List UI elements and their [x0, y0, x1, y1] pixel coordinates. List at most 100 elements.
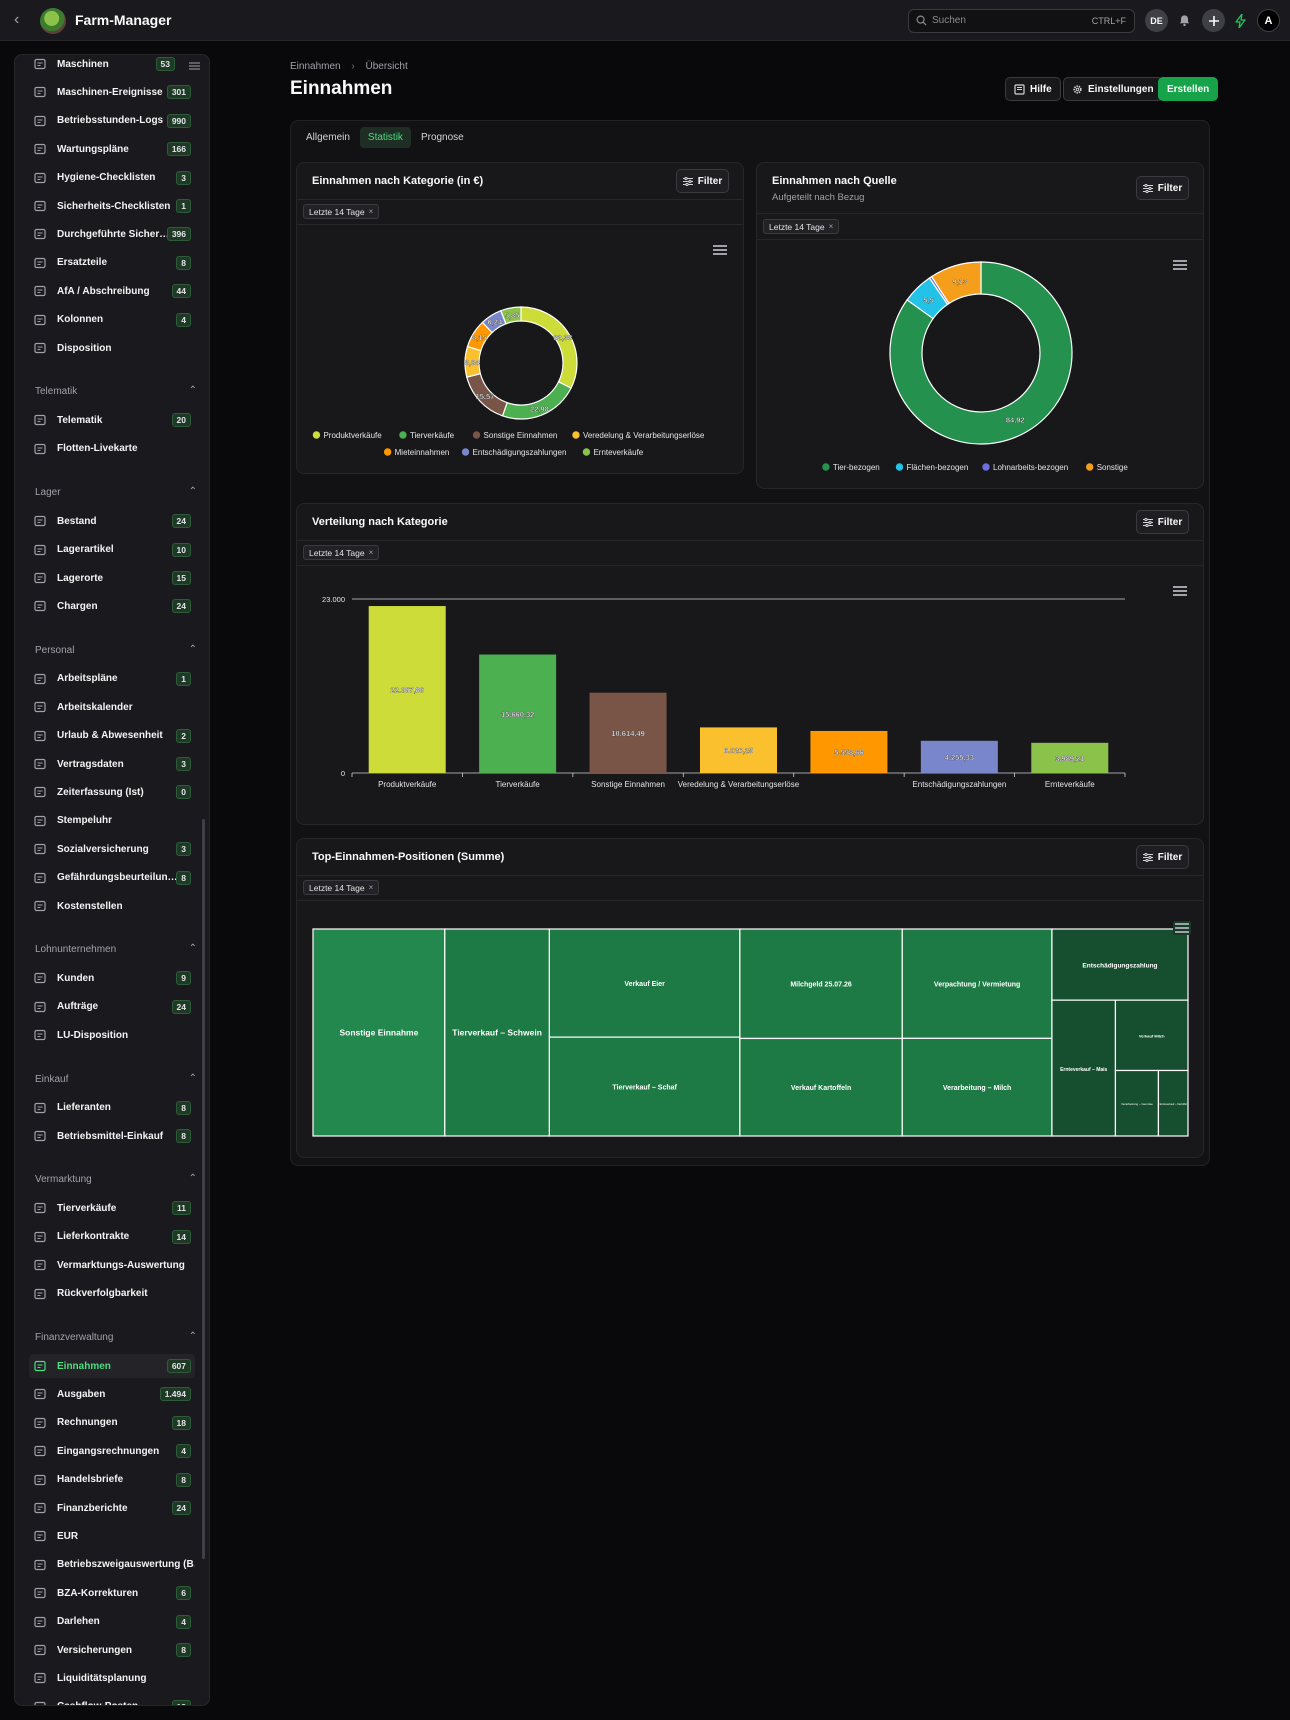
- sidebar-item-maschinen-ereignisse[interactable]: Maschinen-Ereignisse 301: [29, 80, 195, 104]
- chevron-up-icon[interactable]: ⌃: [188, 385, 197, 397]
- tab-statistik[interactable]: Statistik: [359, 127, 411, 148]
- sidebar-item-afa-abschreibung[interactable]: AfA / Abschreibung 44: [29, 279, 195, 303]
- sidebar-item-rechnungen[interactable]: Rechnungen 18: [29, 1411, 195, 1435]
- bar[interactable]: [810, 730, 888, 773]
- sidebar-item-eingangsrechnungen[interactable]: Eingangsrechnungen 4: [29, 1439, 195, 1463]
- sidebar-item-stempeluhr[interactable]: Stempeluhr: [29, 809, 195, 833]
- sidebar-item-zeiterfassung-ist[interactable]: Zeiterfassung (Ist) 0: [29, 780, 195, 804]
- donut-slice[interactable]: [930, 261, 982, 305]
- chart-menu-icon[interactable]: [1173, 921, 1191, 935]
- sidebar-item-urlaub-abwesenheit[interactable]: Urlaub & Abwesenheit 2: [29, 724, 195, 748]
- sidebar-item-flotten-livekarte[interactable]: Flotten-Livekarte: [29, 437, 195, 461]
- filter-chip[interactable]: Letzte 14 Tage ×: [303, 880, 380, 895]
- chevron-up-icon[interactable]: ⌃: [188, 1331, 197, 1342]
- sidebar-scrollbar[interactable]: [202, 819, 205, 1559]
- sidebar-item-lagerartikel[interactable]: Lagerartikel 10: [29, 538, 195, 562]
- sidebar-item-betriebsmittel-einkauf[interactable]: Betriebsmittel-Einkauf 8: [29, 1124, 195, 1148]
- bar[interactable]: [479, 654, 557, 773]
- bell-icon[interactable]: [1173, 9, 1196, 32]
- sidebar-item-ersatzteile[interactable]: Ersatzteile 8: [29, 251, 195, 275]
- sidebar-item-rückverfolgbarkeit[interactable]: Rückverfolgbarkeit: [29, 1282, 195, 1306]
- treemap-cell[interactable]: [1114, 1069, 1160, 1137]
- user-avatar[interactable]: A: [1257, 9, 1280, 32]
- sidebar-section-einkauf[interactable]: Einkauf ⌃: [35, 1072, 199, 1085]
- filter-button[interactable]: Filter: [1136, 176, 1189, 200]
- app-title[interactable]: Farm-Manager: [75, 12, 172, 28]
- chevron-up-icon[interactable]: ⌃: [188, 486, 197, 498]
- filter-button[interactable]: Filter: [1136, 845, 1189, 869]
- bar[interactable]: [920, 740, 998, 773]
- sidebar-item-kostenstellen[interactable]: Kostenstellen: [29, 894, 195, 918]
- chevron-up-icon[interactable]: ⌃: [188, 1072, 197, 1084]
- sidebar-section-lohnunternehmen[interactable]: Lohnunternehmen ⌃: [35, 943, 199, 955]
- filter-chip[interactable]: Letzte 14 Tage ×: [303, 545, 380, 560]
- close-icon[interactable]: ×: [368, 207, 374, 216]
- chevron-up-icon[interactable]: ⌃: [188, 1173, 197, 1185]
- sidebar-item-handelsbriefe[interactable]: Handelsbriefe 8: [29, 1468, 195, 1492]
- treemap-cell[interactable]: [1051, 999, 1117, 1137]
- treemap-cell[interactable]: [1157, 1069, 1189, 1137]
- donut-slice[interactable]: [501, 380, 572, 420]
- tab-allgemein[interactable]: Allgemein: [306, 132, 350, 143]
- sidebar-item-kolonnen[interactable]: Kolonnen 4: [29, 308, 195, 332]
- settings-button[interactable]: Einstellungen: [1063, 77, 1163, 101]
- treemap-cell[interactable]: [739, 928, 903, 1040]
- sidebar-item-lagerorte[interactable]: Lagerorte 15: [29, 566, 195, 590]
- sidebar-item-bestand[interactable]: Bestand 24: [29, 509, 195, 533]
- sidebar-section-vermarktung[interactable]: Vermarktung ⌃: [35, 1173, 199, 1185]
- chart-menu-icon[interactable]: [713, 245, 727, 255]
- bar[interactable]: [589, 692, 667, 773]
- sidebar-item-ausgaben[interactable]: Ausgaben 1.494: [29, 1382, 195, 1406]
- treemap-cell[interactable]: [739, 1037, 903, 1137]
- legend-item[interactable]: Tierverkäufe: [398, 430, 455, 440]
- chevron-up-icon[interactable]: ⌃: [188, 643, 197, 655]
- sidebar-item-betriebszweigauswertung-b[interactable]: Betriebszweigauswertung (B…: [29, 1553, 195, 1577]
- create-button[interactable]: Erstellen: [1158, 77, 1219, 101]
- donut-slice[interactable]: [889, 261, 1073, 445]
- close-icon[interactable]: ×: [828, 222, 834, 231]
- sidebar-item-cashflow-posten[interactable]: Cashflow-Posten12: [29, 1695, 195, 1705]
- legend-item[interactable]: Sonstige Einnahmen: [472, 430, 558, 440]
- filter-button[interactable]: Filter: [676, 169, 729, 193]
- treemap-cell[interactable]: [901, 928, 1053, 1039]
- sidebar-section-finanzverwaltung[interactable]: Finanzverwaltung ⌃: [35, 1331, 199, 1343]
- sidebar-item-vermarktungs-auswertung[interactable]: Vermarktungs-Auswertung: [29, 1253, 195, 1277]
- chart-menu-icon[interactable]: [1173, 586, 1187, 596]
- sidebar-item-finanzberichte[interactable]: Finanzberichte 24: [29, 1496, 195, 1520]
- bar[interactable]: [368, 606, 446, 773]
- add-icon[interactable]: [1202, 9, 1225, 32]
- sidebar-item-versicherungen[interactable]: Versicherungen 8: [29, 1638, 195, 1662]
- sidebar-item-arbeitskalender[interactable]: Arbeitskalender: [29, 695, 195, 719]
- legend-item[interactable]: Sonstige: [1085, 462, 1129, 472]
- sidebar-item-betriebsstunden-logs[interactable]: Betriebsstunden-Logs 990: [29, 109, 195, 133]
- sidebar-item-wartungspläne[interactable]: Wartungspläne 166: [29, 137, 195, 161]
- filter-settings-icon[interactable]: [189, 58, 200, 76]
- treemap-cell[interactable]: [312, 928, 446, 1137]
- search-input[interactable]: Suchen CTRL+F: [908, 9, 1135, 33]
- legend-item[interactable]: Lohnarbeits-bezogen: [981, 462, 1068, 472]
- help-button[interactable]: Hilfe: [1005, 77, 1061, 101]
- legend-item[interactable]: Flächen-bezogen: [895, 462, 969, 472]
- sidebar-item-darlehen[interactable]: Darlehen 4: [29, 1610, 195, 1634]
- treemap-cell[interactable]: [548, 1036, 741, 1137]
- sidebar-item-telematik[interactable]: Telematik 20: [29, 408, 195, 432]
- sidebar-section-personal[interactable]: Personal ⌃: [35, 643, 199, 656]
- tab-prognose[interactable]: Prognose: [420, 132, 464, 143]
- sidebar-item-maschinen[interactable]: Maschinen 53: [29, 55, 195, 76]
- close-icon[interactable]: ×: [368, 548, 374, 557]
- close-icon[interactable]: ×: [368, 883, 374, 892]
- legend-item[interactable]: Entschädigungszahlungen: [461, 447, 567, 457]
- sidebar-section-telematik[interactable]: Telematik ⌃: [35, 385, 199, 397]
- sidebar-item-lieferkontrakte[interactable]: Lieferkontrakte 14: [29, 1225, 195, 1249]
- bar[interactable]: [700, 727, 777, 773]
- legend-item[interactable]: Veredelung & Verarbeitungserlöse: [571, 430, 705, 440]
- farm-logo-icon[interactable]: [40, 8, 66, 34]
- donut-slice[interactable]: [500, 306, 522, 325]
- back-arrow-icon[interactable]: ‹: [14, 11, 20, 28]
- sidebar-item-lieferanten[interactable]: Lieferanten 8: [29, 1096, 195, 1120]
- language-button[interactable]: DE: [1145, 9, 1168, 32]
- treemap-cell[interactable]: [444, 928, 550, 1137]
- sidebar-item-gefährdungsbeurteilun[interactable]: Gefährdungsbeurteilun… 8: [29, 866, 195, 890]
- bar[interactable]: [1031, 742, 1109, 773]
- breadcrumb-item[interactable]: Einnahmen: [290, 61, 341, 72]
